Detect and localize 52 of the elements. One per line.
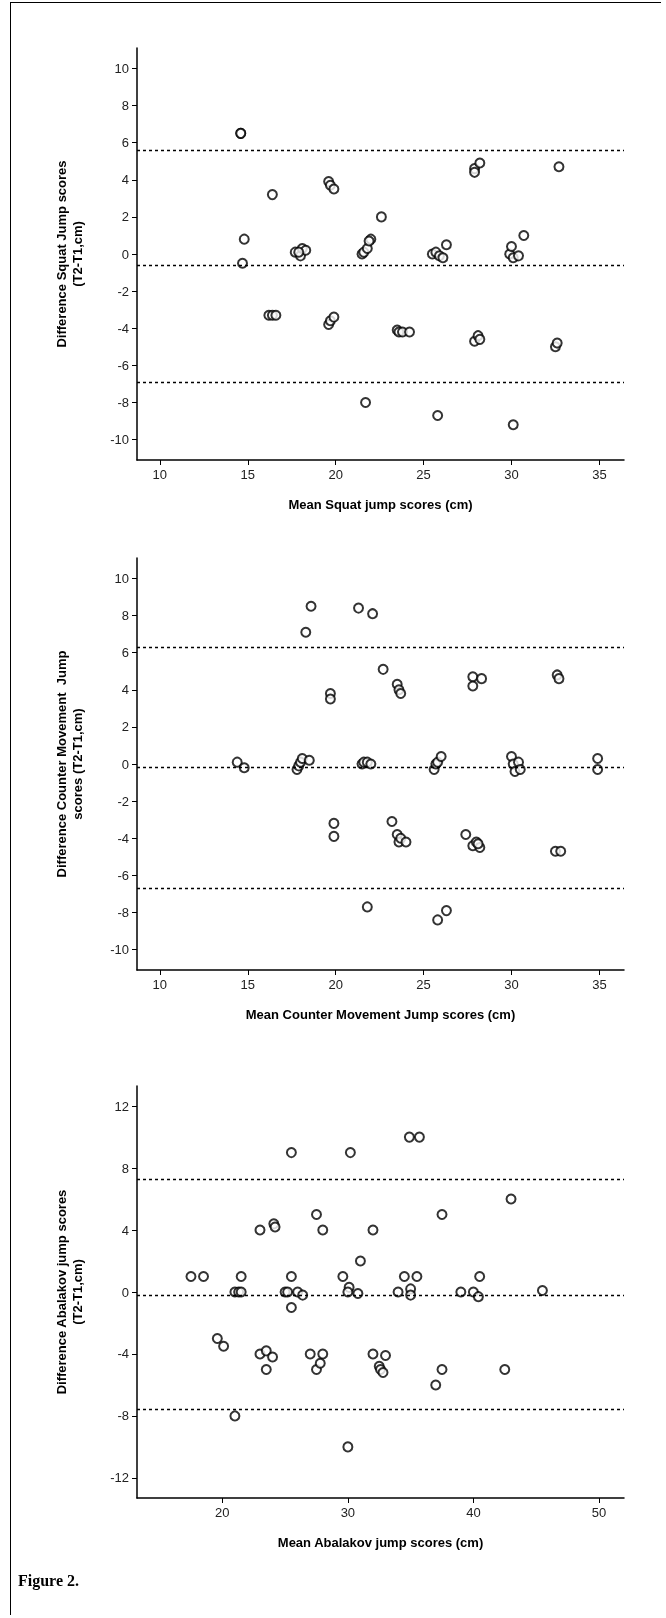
x-tick-label: 20	[328, 977, 343, 992]
caption: Figure 2.	[18, 1572, 80, 1590]
y-tick-label: -6	[117, 867, 129, 883]
y-axis-title: Difference Counter Movement Jump scores (T2-T1,cm)	[53, 650, 85, 878]
y-tick-label: 8	[121, 1160, 129, 1176]
y-tick-label: 6	[121, 645, 129, 661]
y-tick-label: 6	[121, 135, 129, 151]
y-tick-label: -2	[117, 283, 129, 299]
x-tick-label: 35	[592, 467, 607, 482]
y-tick-label: -8	[117, 394, 129, 410]
x-axis-title: Mean Abalakov jump scores (cm)	[277, 1534, 484, 1550]
x-tick-label: 25	[416, 467, 431, 482]
y-axis-title: Difference Abalakov jump scores (T2-T1,cm)	[53, 1189, 85, 1395]
x-tick-label: 15	[240, 977, 255, 992]
y-tick-label: 8	[121, 98, 129, 114]
y-tick-label: 10	[114, 570, 129, 586]
y-tick-label: -6	[117, 357, 129, 373]
x-tick-label: 50	[591, 1505, 607, 1520]
y-tick-label: 10	[114, 60, 129, 76]
x-axis-title: Mean Squat jump scores (cm)	[288, 496, 473, 512]
x-tick-label: 20	[328, 467, 343, 482]
y-tick-label: 0	[121, 246, 129, 262]
x-tick-label: 10	[152, 467, 168, 482]
x-tick-label: 40	[466, 1505, 481, 1520]
y-tick-label: -12	[110, 1470, 129, 1486]
y-tick-label: 2	[121, 719, 129, 735]
y-tick-label: 4	[121, 682, 129, 698]
y-tick-label: -4	[117, 830, 129, 846]
x-tick-label: 15	[240, 467, 255, 482]
y-tick-label: 4	[121, 172, 129, 188]
y-tick-label: -8	[117, 1408, 129, 1424]
x-tick-label: 30	[504, 467, 519, 482]
y-axis-title: Difference Squat Jump scores (T2-T1,cm)	[53, 160, 85, 348]
y-tick-label: 0	[121, 756, 129, 772]
y-tick-label: -2	[117, 793, 129, 809]
y-tick-label: 8	[121, 608, 129, 624]
x-tick-label: 35	[592, 977, 607, 992]
y-tick-label: 0	[121, 1284, 129, 1300]
x-tick-label: 30	[504, 977, 519, 992]
y-tick-label: -4	[117, 1346, 129, 1362]
y-tick-label: -4	[117, 320, 129, 336]
y-tick-label: 2	[121, 209, 129, 225]
x-tick-label: 10	[152, 977, 168, 992]
x-tick-label: 30	[340, 1505, 356, 1520]
x-tick-label: 25	[416, 977, 431, 992]
y-tick-label: 12	[114, 1098, 129, 1114]
y-tick-label: -10	[110, 432, 129, 448]
y-tick-label: -10	[110, 942, 129, 958]
x-axis-title: Mean Counter Movement Jump scores (cm)	[245, 1006, 516, 1022]
x-tick-label: 20	[215, 1505, 230, 1520]
y-tick-label: 4	[121, 1222, 129, 1238]
y-tick-label: -8	[117, 904, 129, 920]
